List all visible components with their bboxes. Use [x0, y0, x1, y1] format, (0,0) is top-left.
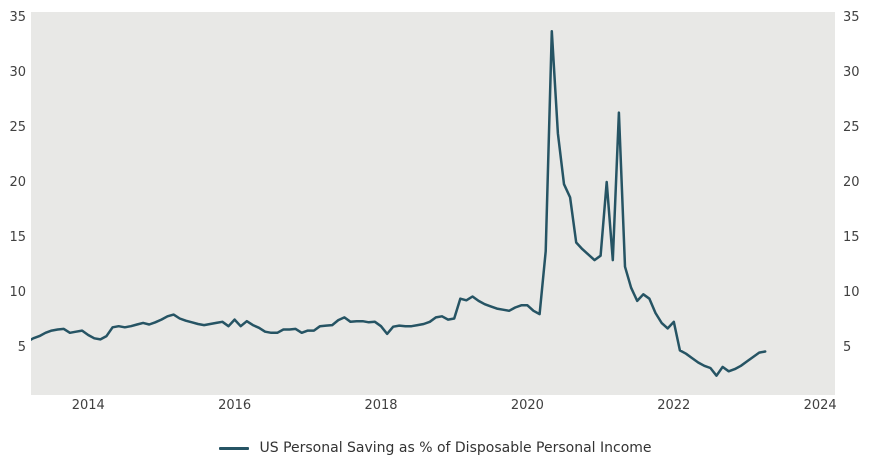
y-tick-right-10: 10: [843, 285, 860, 301]
x-tick-2014: 2014: [71, 398, 105, 413]
saving-rate-line: [31, 29, 767, 377]
legend-item-saving-rate[interactable]: US Personal Saving as % of Disposable Pe…: [219, 440, 652, 456]
y-tick-right-5: 5: [843, 340, 852, 356]
y-tick-right-25: 25: [843, 120, 860, 136]
y-tick-left-30: 30: [9, 64, 26, 80]
y-tick-right-15: 15: [843, 230, 860, 246]
x-tick-2022: 2022: [657, 398, 691, 413]
y-tick-right-35: 35: [843, 9, 860, 25]
y-tick-left-20: 20: [9, 175, 26, 191]
y-tick-right-30: 30: [843, 64, 860, 80]
legend-line-swatch: [219, 446, 250, 450]
saving-rate-line-layer: [31, 29, 767, 377]
y-tick-left-5: 5: [17, 340, 26, 356]
y-tick-right-20: 20: [843, 175, 860, 191]
x-tick-2020: 2020: [510, 398, 544, 413]
y-tick-left-10: 10: [9, 285, 26, 301]
x-tick-2024: 2024: [803, 398, 837, 413]
y-tick-left-15: 15: [9, 230, 26, 246]
legend-label: US Personal Saving as % of Disposable Pe…: [259, 440, 652, 456]
x-tick-2016: 2016: [218, 398, 252, 413]
plot-area: [31, 12, 835, 395]
x-tick-2018: 2018: [364, 398, 398, 413]
y-tick-left-35: 35: [9, 9, 26, 25]
legend: US Personal Saving as % of Disposable Pe…: [0, 440, 871, 456]
y-tick-left-25: 25: [9, 120, 26, 136]
